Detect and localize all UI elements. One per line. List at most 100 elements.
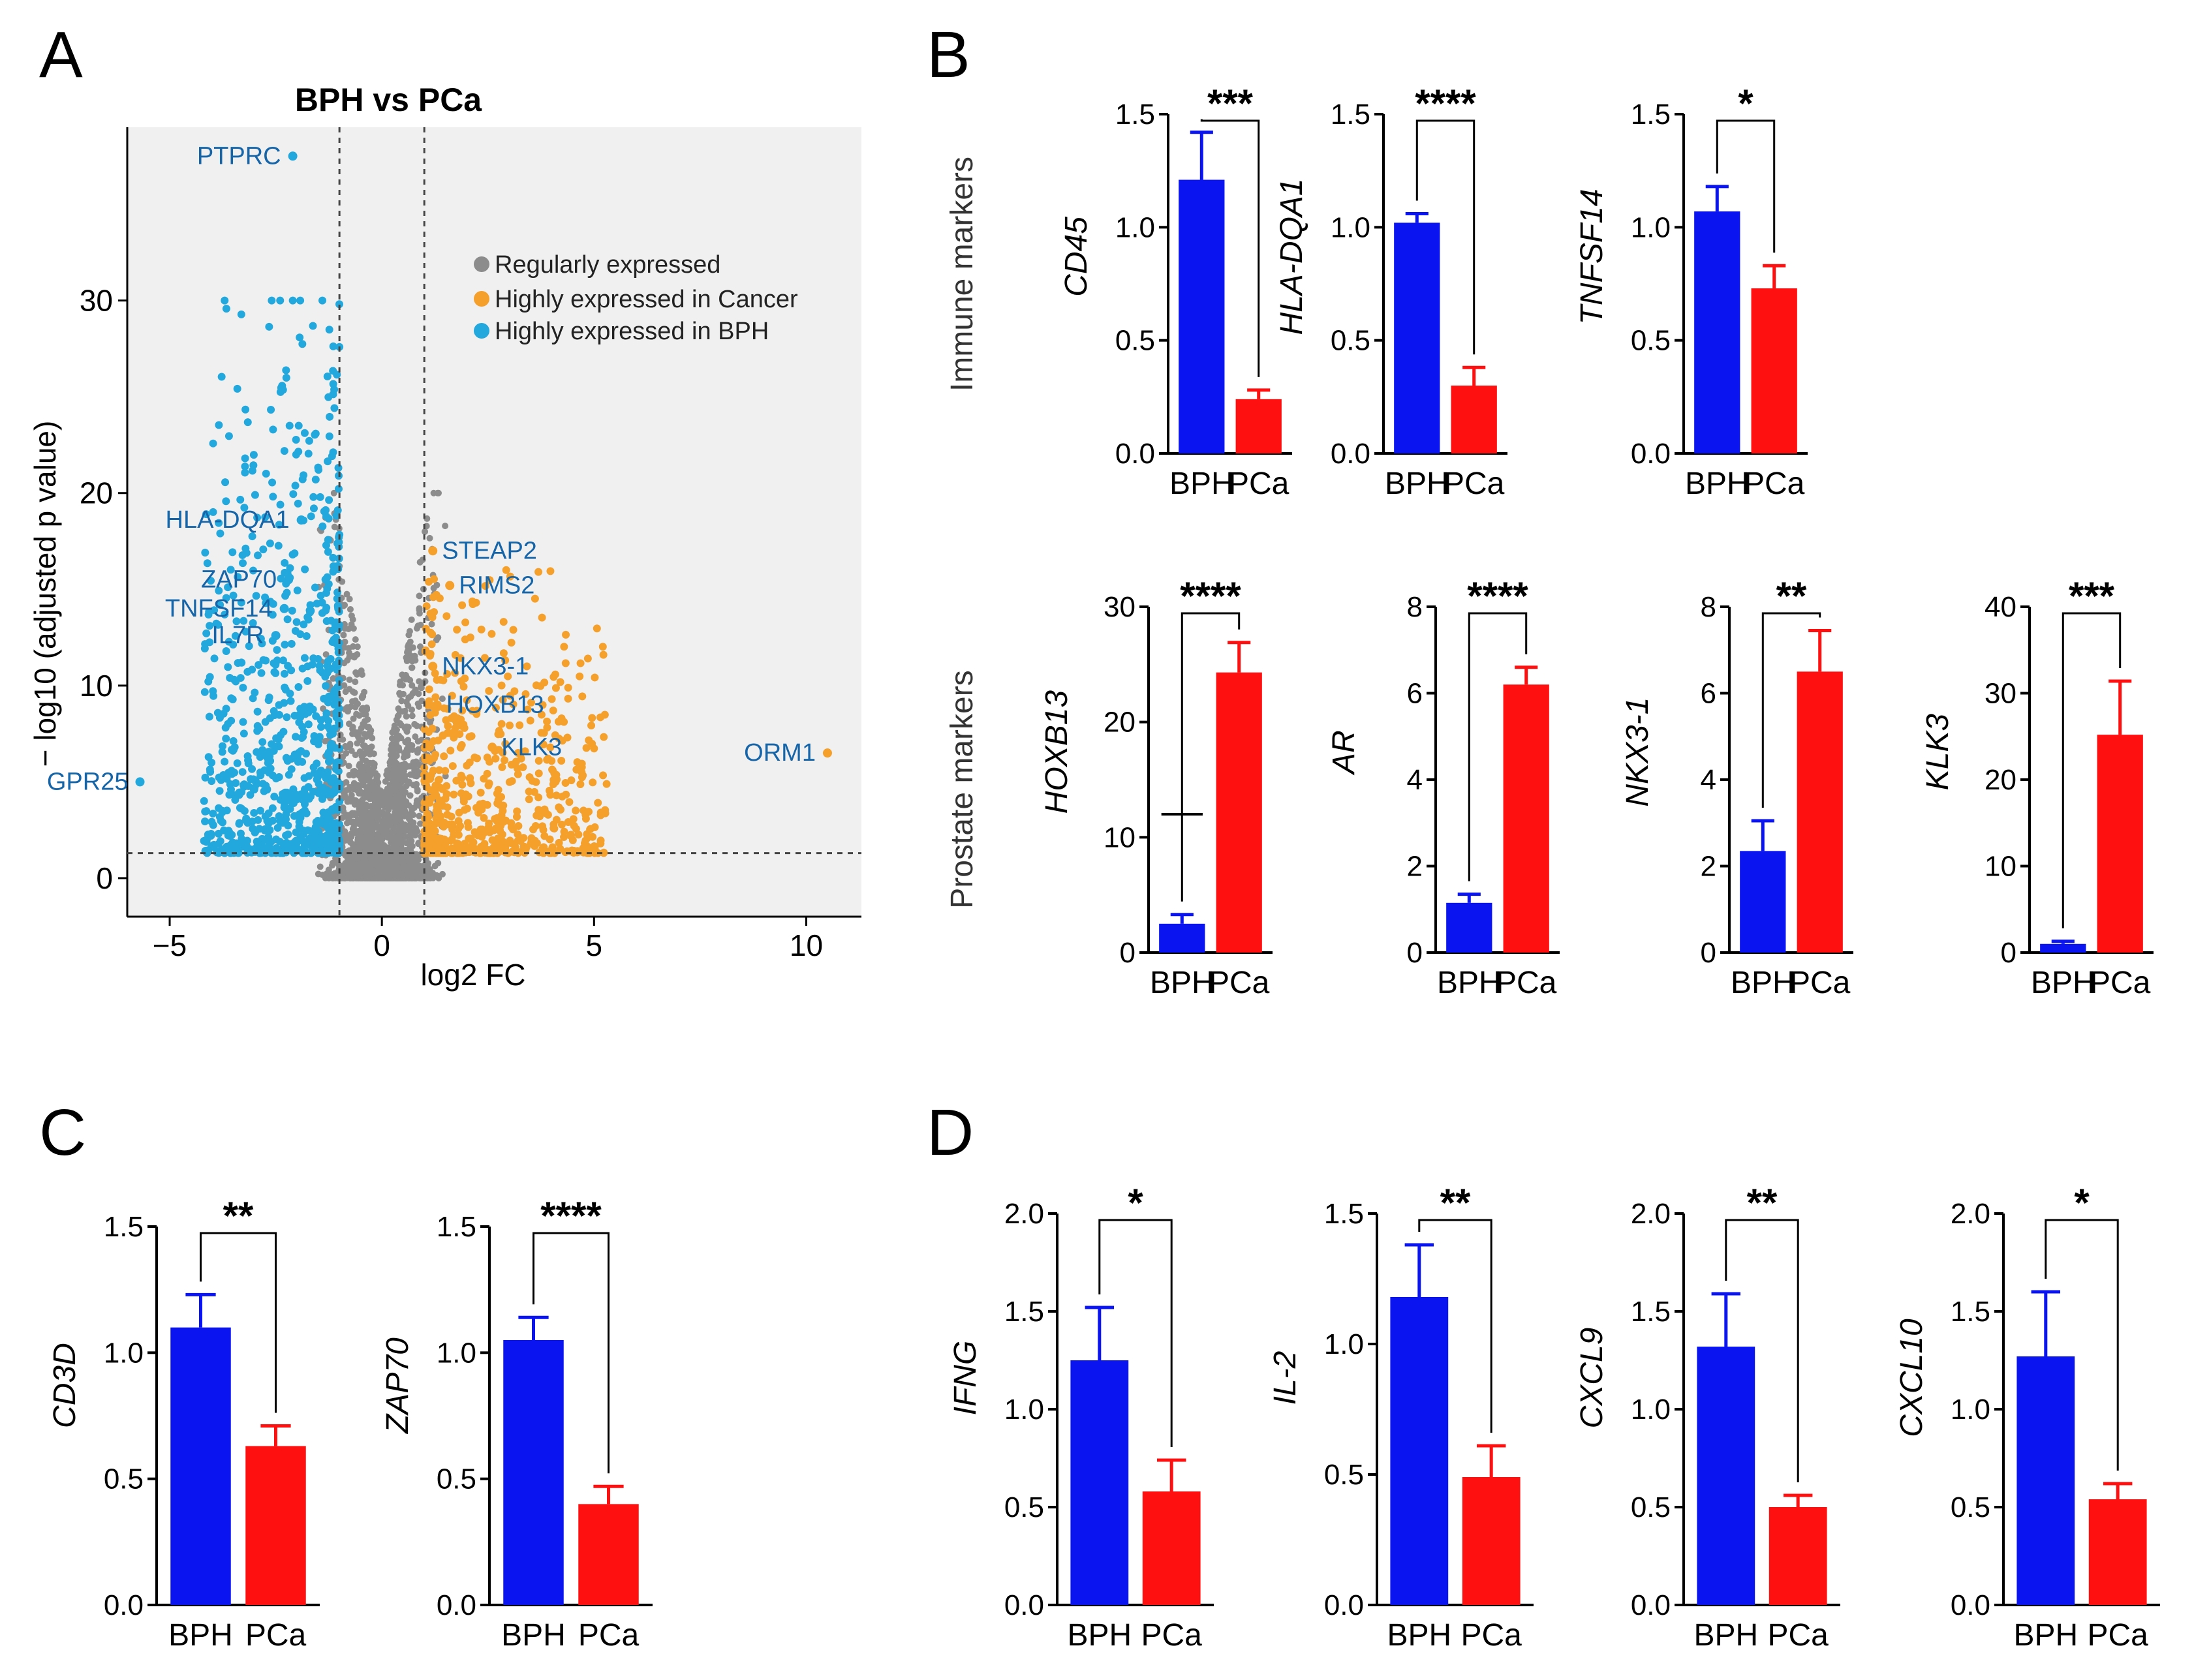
cancer-point (538, 613, 546, 622)
regular-point (341, 644, 348, 651)
bph-point (318, 522, 327, 530)
bph-point (316, 666, 324, 675)
cancer-point (446, 746, 455, 755)
bph-point (251, 784, 259, 793)
significance-stars: ** (223, 1194, 254, 1238)
cancer-point (564, 817, 572, 826)
category-label: PCa (1496, 966, 1557, 1000)
category-label: PCa (578, 1618, 640, 1653)
ytick-label: 0.0 (437, 1589, 476, 1621)
cancer-point (458, 707, 467, 715)
regular-point (346, 676, 353, 683)
cancer-point (491, 703, 500, 712)
regular-point (416, 820, 424, 827)
cancer-point (461, 674, 469, 682)
significance-bracket (533, 1232, 610, 1474)
regular-point (385, 870, 392, 877)
cancer-point (557, 820, 566, 829)
bph-point (253, 748, 261, 756)
regular-point (351, 689, 358, 696)
regular-point (442, 523, 449, 530)
cancer-point (434, 736, 442, 744)
regular-point (370, 778, 377, 786)
regular-point (369, 794, 376, 801)
bph-point (283, 615, 292, 624)
gene-label: IL-2 (1268, 1351, 1303, 1405)
bph-point (286, 697, 295, 705)
cancer-point (480, 774, 488, 783)
bph-point (264, 819, 273, 827)
gene-label-nkx3-1: NKX3-1 (442, 652, 529, 680)
significance-bracket (1181, 612, 1241, 902)
cancer-point (512, 757, 520, 766)
cancer-point (461, 790, 470, 799)
ytick-label: 0.5 (1115, 325, 1155, 357)
bph-point (329, 553, 337, 562)
ytick-label: 10 (1104, 821, 1135, 853)
bph-point (319, 832, 328, 841)
cancer-point (516, 721, 524, 729)
regular-point (410, 811, 417, 818)
cancer-point (557, 757, 566, 765)
bph-point (259, 545, 268, 554)
bph-point (270, 668, 279, 677)
cancer-point (521, 690, 530, 698)
ytick-label: 2 (1407, 851, 1423, 883)
ytick-label: 1.5 (1115, 99, 1155, 130)
bar-pca (1451, 386, 1497, 453)
ytick-label: 1.5 (437, 1211, 476, 1243)
gene-label: IFNG (948, 1341, 983, 1416)
volcano-ytick-label: 20 (80, 476, 113, 510)
cancer-point (480, 840, 489, 848)
bar-chart-il-2: 0.0 0.5 1.0 1.5 IL-2 BPH PCa ** (1268, 1181, 1534, 1653)
gene-label: CD3D (48, 1343, 82, 1428)
cancer-point (456, 743, 465, 752)
cancer-point (556, 678, 564, 686)
bph-point (324, 838, 332, 846)
ytick-label: 0.0 (1115, 438, 1155, 470)
regular-point (405, 802, 412, 809)
cancer-point (430, 754, 439, 762)
cancer-point (599, 650, 608, 659)
bph-point (309, 705, 317, 714)
regular-point (405, 702, 412, 709)
regular-point (417, 621, 424, 628)
ytick-label: 0.0 (1951, 1589, 1990, 1621)
regular-point (350, 851, 357, 859)
bph-point (241, 628, 250, 636)
regular-point (376, 789, 383, 796)
gene-label: CXCL10 (1894, 1319, 1929, 1437)
cancer-point (534, 757, 543, 765)
volcano-ytick-label: 30 (80, 284, 113, 318)
regular-point (433, 581, 440, 588)
bph-point (239, 683, 247, 692)
bph-point (292, 618, 301, 626)
bph-point (229, 591, 238, 600)
regular-point (390, 868, 397, 876)
bph-point (237, 658, 245, 667)
cancer-point (576, 659, 585, 667)
cancer-point (562, 630, 570, 639)
cancer-point (457, 771, 465, 780)
bph-point (243, 752, 252, 760)
cancer-point (433, 675, 441, 684)
cancer-point (425, 743, 434, 752)
category-label: BPH (2013, 1618, 2078, 1653)
cancer-point (511, 848, 519, 856)
cancer-point (457, 722, 466, 730)
cancer-point (443, 670, 452, 679)
bph-point (276, 500, 285, 509)
cancer-point (538, 845, 547, 853)
bph-point (300, 727, 308, 736)
ytick-label: 0.0 (1004, 1589, 1044, 1621)
bph-point (270, 792, 279, 801)
cancer-point (435, 783, 444, 791)
bph-point (264, 809, 273, 817)
bph-point (275, 701, 283, 709)
regular-point (416, 592, 423, 600)
regular-point (407, 817, 414, 824)
cancer-point (552, 771, 561, 779)
bph-point (268, 611, 277, 619)
bph-point (320, 507, 328, 515)
